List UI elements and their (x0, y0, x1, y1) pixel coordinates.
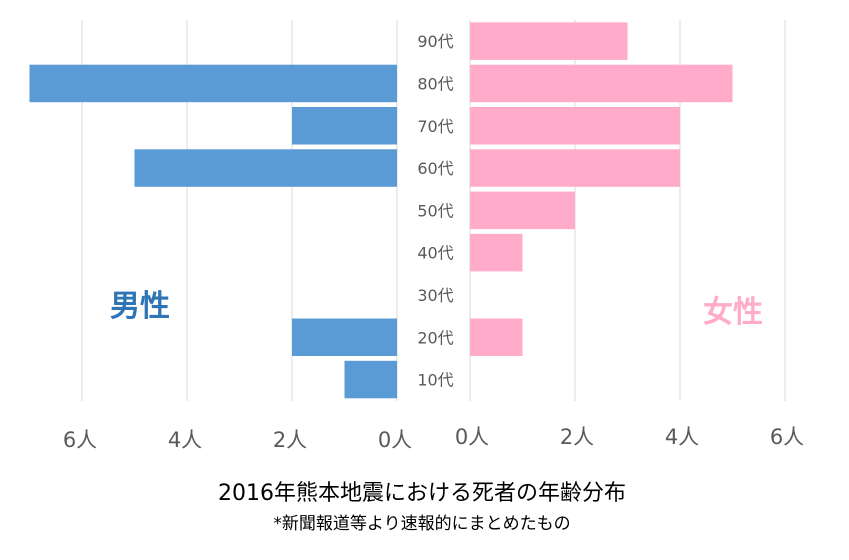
chart-title: 2016年熊本地震における死者の年齢分布 (218, 481, 626, 506)
category-label-0: 90代 (417, 32, 453, 51)
female-bar-0 (470, 22, 628, 60)
female-bar-3 (470, 149, 680, 187)
tick-label-left-4: 4人 (168, 428, 202, 452)
tick-label-right-0: 0人 (455, 425, 489, 449)
female-bar-1 (470, 64, 733, 103)
male-bar-7 (292, 318, 397, 356)
category-label-6: 30代 (417, 286, 453, 305)
bars-layer (29, 22, 733, 399)
tick-label-left-2: 2人 (273, 428, 307, 452)
category-label-7: 20代 (417, 328, 453, 347)
category-label-3: 60代 (417, 159, 453, 178)
female-bar-2 (470, 107, 680, 145)
tick-label-right-4: 4人 (665, 425, 699, 449)
female-bar-5 (470, 233, 523, 272)
category-label-2: 70代 (417, 117, 453, 136)
tick-label-left-6: 6人 (63, 428, 97, 452)
female-bar-7 (470, 318, 523, 356)
tick-label-right-2: 2人 (560, 425, 594, 449)
tick-labels: 0人 0人 2人 2人 4人 4人 6人 6人 (63, 425, 804, 452)
male-bar-3 (134, 149, 397, 187)
female-series-label: 女性 (703, 295, 763, 330)
male-bar-8 (344, 360, 397, 399)
category-label-8: 10代 (417, 371, 453, 390)
male-series-label: 男性 (110, 289, 170, 324)
male-bar-2 (292, 107, 397, 145)
female-bar-4 (470, 191, 575, 230)
category-label-4: 50代 (417, 201, 453, 220)
tick-label-right-6: 6人 (770, 425, 804, 449)
male-bar-1 (29, 64, 397, 103)
tick-label-left-0: 0人 (378, 428, 412, 452)
category-label-1: 80代 (417, 74, 453, 93)
category-label-5: 40代 (417, 244, 453, 263)
category-labels: 90代 80代 70代 60代 50代 40代 30代 20代 10代 (417, 32, 453, 389)
chart-subtitle: *新聞報道等より速報的にまとめたもの (273, 514, 570, 534)
